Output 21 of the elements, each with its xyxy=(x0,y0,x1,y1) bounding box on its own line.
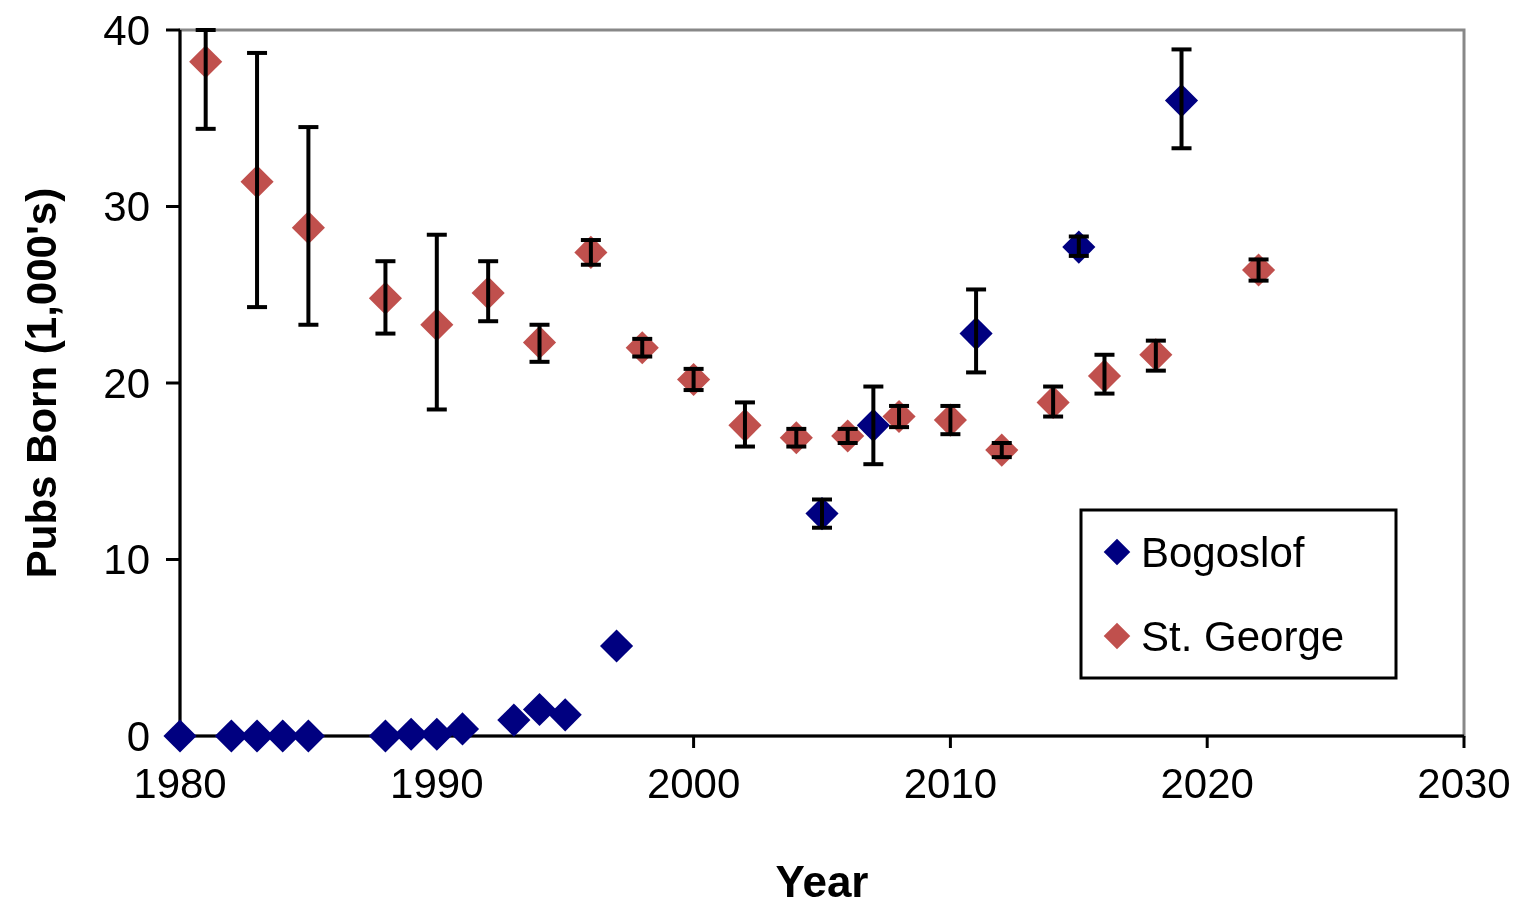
legend-label: St. George xyxy=(1141,612,1345,660)
x-tick-label: 1980 xyxy=(133,760,227,807)
x-axis-title: Year xyxy=(775,857,869,906)
y-tick-label: 10 xyxy=(103,536,150,583)
point xyxy=(163,719,197,753)
y-tick-label: 0 xyxy=(126,712,150,760)
y-tick-label: 20 xyxy=(103,359,150,407)
y-tick-label: 40 xyxy=(103,6,150,54)
x-tick-label: 2000 xyxy=(646,760,741,807)
point xyxy=(522,692,557,727)
y-tick-label: 30 xyxy=(103,183,150,230)
legend-label: Bogoslof xyxy=(1141,528,1305,576)
x-tick-label: 1990 xyxy=(390,760,484,807)
point xyxy=(599,629,634,663)
point xyxy=(548,698,582,732)
point xyxy=(445,712,480,746)
x-tick-label: 2020 xyxy=(1160,760,1254,807)
x-tick-label: 2010 xyxy=(903,760,998,807)
x-tick-label: 2030 xyxy=(1417,760,1511,807)
y-axis-title: Pubs Born (1,000's) xyxy=(18,187,65,579)
point xyxy=(497,703,531,737)
